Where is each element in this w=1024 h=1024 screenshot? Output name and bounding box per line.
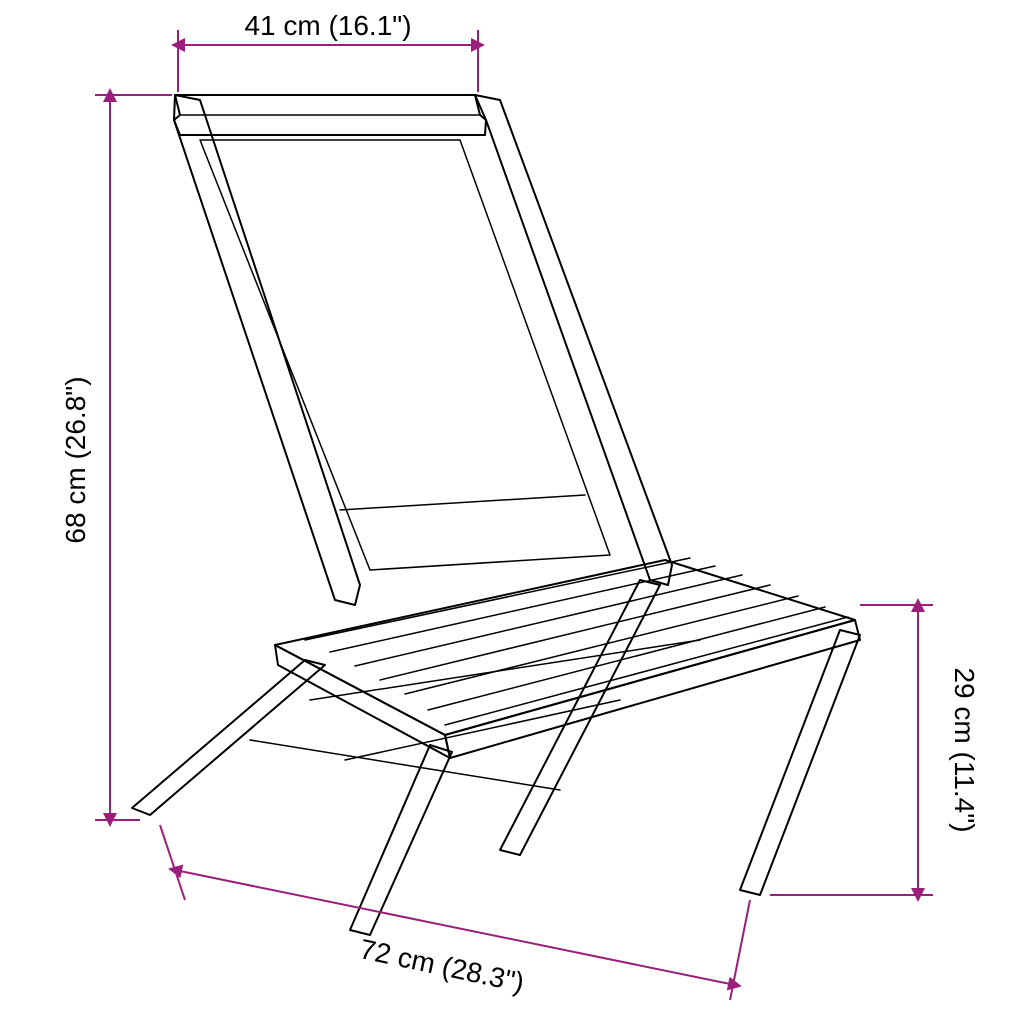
dim-seat-height-label: 29 cm (11.4"): [949, 667, 980, 832]
dimension-depth: 72 cm (28.3"): [160, 825, 750, 1000]
dim-width-label: 41 cm (16.1"): [244, 10, 411, 41]
chair-drawing: [132, 95, 860, 935]
dim-depth-label: 72 cm (28.3"): [357, 933, 527, 998]
chair-dimension-diagram: 41 cm (16.1") 68 cm (26.8") 72 cm (28.3"…: [0, 0, 1024, 1024]
dim-height-label: 68 cm (26.8"): [60, 376, 91, 543]
dimension-height: 68 cm (26.8"): [60, 95, 172, 820]
dimension-width: 41 cm (16.1"): [178, 10, 478, 92]
dimension-seat-height: 29 cm (11.4"): [770, 605, 980, 895]
